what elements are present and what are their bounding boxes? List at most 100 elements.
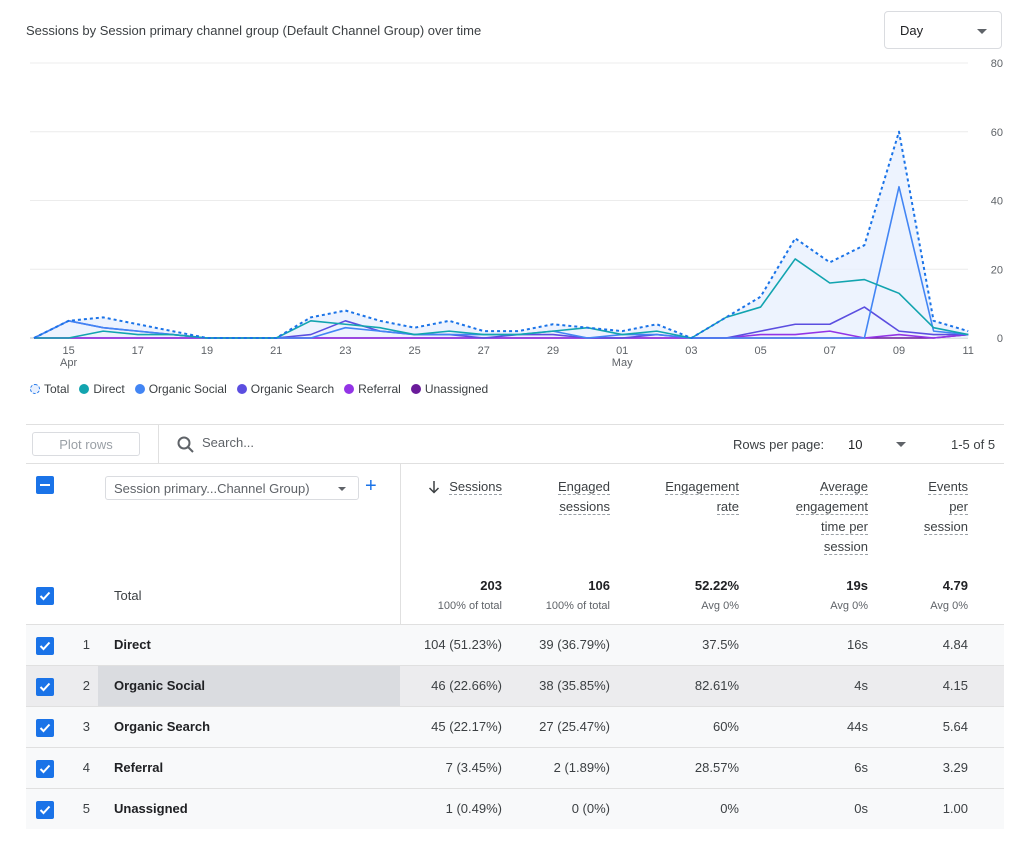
toolbar-divider [158, 425, 159, 463]
x-tick-label: 27 [478, 345, 490, 357]
check-icon [39, 764, 51, 774]
legend-item-direct[interactable]: Direct [79, 382, 125, 396]
x-tick-label: 05 [754, 345, 766, 357]
legend-swatch-icon [30, 384, 40, 394]
series-line-direct [34, 258, 969, 339]
column-header-events-per-session[interactable]: Events per session [923, 479, 968, 535]
x-tick-label: 23 [339, 345, 351, 357]
cell-engagement-rate: 0% [720, 801, 739, 816]
check-icon [39, 723, 51, 733]
table-row[interactable]: 1 Direct 104 (51.23%) 39 (36.79%) 37.5% … [26, 624, 1004, 665]
legend-item-unassigned[interactable]: Unassigned [410, 382, 489, 396]
cell-sessions: 45 (22.17%) [431, 719, 502, 734]
legend-item-referral[interactable]: Referral [344, 382, 401, 396]
legend-label: Unassigned [424, 382, 489, 396]
dimension-select[interactable]: Session primary...Channel Group) [105, 476, 359, 500]
row-checkbox[interactable] [36, 801, 54, 819]
legend-swatch-icon [134, 384, 145, 394]
plot-rows-button[interactable]: Plot rows [32, 432, 140, 456]
add-dimension-icon[interactable]: + [365, 475, 377, 497]
cell-events-per-session: 4.84 [942, 637, 968, 652]
cell-events-per-session: 1.00 [942, 801, 968, 816]
row-checkbox[interactable] [36, 678, 54, 696]
cell-engagement-rate: 82.61% [694, 678, 739, 693]
table-toolbar: Plot rows Rows per page: 10 1-5 of 5 [26, 424, 1004, 464]
cell-sessions: 7 (3.45%) [445, 760, 502, 775]
total-subvalue: 100% of total [545, 600, 610, 612]
select-all-checkbox[interactable] [36, 476, 54, 494]
cell-avg-engagement-time: 4s [854, 678, 868, 693]
x-tick-label: 25 [408, 345, 420, 357]
total-value: 52.22% [694, 578, 739, 593]
row-checkbox[interactable] [36, 760, 54, 778]
x-tick-label: 15 [62, 345, 74, 357]
series-line-referral [34, 330, 969, 339]
x-tick-label: 09 [893, 345, 905, 357]
cell-events-per-session: 5.64 [942, 719, 968, 734]
legend-label: Total [44, 382, 70, 396]
chevron-down-icon[interactable] [896, 442, 906, 447]
chevron-down-icon [338, 487, 346, 491]
row-dimension[interactable]: Direct [114, 637, 151, 652]
column-header-engagement-rate[interactable]: Engagement rate [665, 479, 739, 515]
cell-engagement-rate: 60% [712, 719, 739, 734]
row-dimension[interactable]: Organic Search [114, 719, 211, 734]
total-checkbox[interactable] [36, 587, 54, 605]
x-tick-label: 03 [685, 345, 697, 357]
check-icon [39, 682, 51, 692]
legend-swatch-icon [236, 384, 247, 394]
pagination-label: 1-5 of 5 [951, 437, 996, 452]
total-subvalue: 100% of total [437, 600, 502, 612]
total-value: 203 [480, 578, 502, 593]
column-header-sessions[interactable]: Sessions [449, 479, 502, 495]
table-row[interactable]: 4 Referral 7 (3.45%) 2 (1.89%) 28.57% 6s… [26, 747, 1004, 788]
y-tick-label: 40 [991, 196, 1003, 208]
legend-swatch-icon [410, 384, 421, 394]
legend-label: Direct [93, 382, 125, 396]
x-tick-label: 21 [270, 345, 282, 357]
row-number: 4 [82, 760, 90, 775]
x-tick-label: 17 [132, 345, 144, 357]
cell-sessions: 46 (22.66%) [431, 678, 502, 693]
cell-engaged-sessions: 38 (35.85%) [539, 678, 610, 693]
table-row[interactable]: 5 Unassigned 1 (0.49%) 0 (0%) 0% 0s 1.00 [26, 788, 1004, 829]
legend-label: Organic Search [250, 382, 335, 396]
channel-table: Session primary...Channel Group) + Sessi… [26, 464, 1004, 829]
total-area [34, 131, 969, 338]
cell-engaged-sessions: 39 (36.79%) [539, 637, 610, 652]
table-row[interactable]: 3 Organic Search 45 (22.17%) 27 (25.47%)… [26, 706, 1004, 747]
x-tick-label: 29 [547, 345, 559, 357]
column-header-avg-engagement-time[interactable]: Average engagement time per session [795, 479, 868, 555]
x-tick-label: 07 [824, 345, 836, 357]
row-checkbox[interactable] [36, 719, 54, 737]
x-tick-month-label: Apr [60, 357, 77, 369]
row-number: 1 [82, 637, 90, 652]
legend-item-total[interactable]: Total [30, 382, 69, 396]
cell-avg-engagement-time: 16s [847, 637, 868, 652]
minus-icon [40, 484, 50, 486]
legend-label: Organic Social [148, 382, 227, 396]
legend-item-organic-search[interactable]: Organic Search [236, 382, 335, 396]
row-number: 3 [82, 719, 90, 734]
x-tick-label: 01 [616, 345, 628, 357]
table-row[interactable]: 2 Organic Social 46 (22.66%) 38 (35.85%)… [26, 665, 1004, 706]
legend-item-organic-social[interactable]: Organic Social [134, 382, 227, 396]
y-tick-label: 60 [991, 127, 1003, 139]
row-dimension[interactable]: Unassigned [114, 801, 188, 816]
x-tick-label: 11 [962, 345, 973, 357]
cell-sessions: 1 (0.49%) [445, 801, 502, 816]
legend-label: Referral [358, 382, 401, 396]
row-dimension[interactable]: Organic Social [98, 666, 400, 706]
search-input[interactable] [202, 435, 502, 450]
rows-per-page-label: Rows per page: [733, 437, 825, 452]
sort-descending-icon[interactable] [428, 480, 440, 494]
column-header-engaged-sessions[interactable]: Engaged sessions [557, 479, 610, 515]
rows-per-page-select[interactable]: 10 [848, 437, 863, 452]
interval-select[interactable]: Day [884, 11, 1002, 49]
series-line-total [33, 130, 969, 339]
chart-title: Sessions by Session primary channel grou… [26, 23, 482, 38]
row-checkbox[interactable] [36, 637, 54, 655]
x-tick-month-label: May [612, 357, 633, 369]
row-dimension[interactable]: Referral [114, 760, 164, 775]
